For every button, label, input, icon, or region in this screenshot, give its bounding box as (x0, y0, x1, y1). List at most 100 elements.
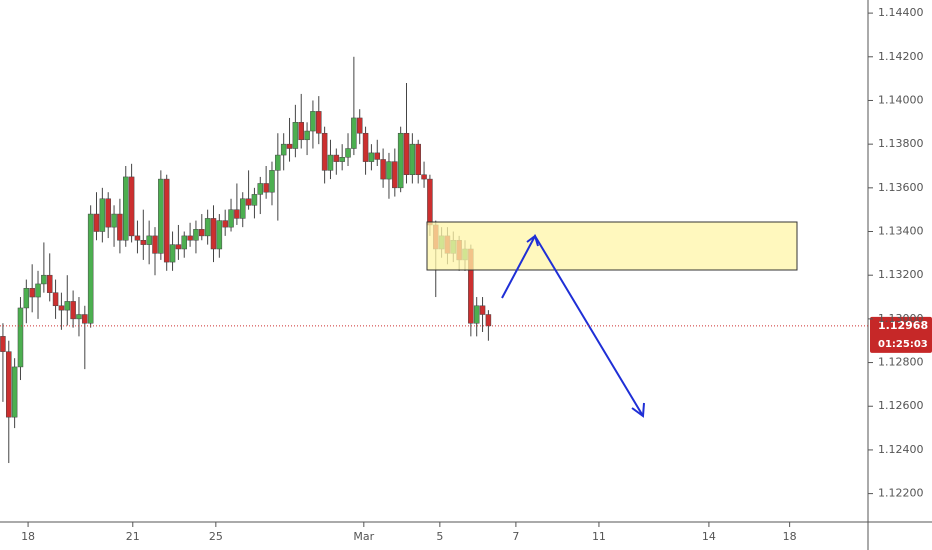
candle-body (251, 194, 258, 206)
candle-body (210, 218, 217, 250)
x-tick-label: 25 (209, 530, 223, 543)
candle-body (374, 152, 381, 160)
candle-body (99, 198, 106, 232)
candle-body (333, 154, 340, 162)
y-tick-label: 1.14200 (878, 50, 924, 63)
y-tick-label: 1.14000 (878, 93, 924, 106)
candle-body (17, 307, 24, 368)
candle-body (427, 178, 433, 226)
candle-body (327, 154, 334, 171)
candle-body (87, 213, 94, 324)
candle-body (46, 274, 53, 293)
candle-body (58, 305, 65, 311)
candle-body (485, 314, 492, 327)
candle-body (275, 154, 281, 171)
y-tick-label: 1.12400 (878, 443, 924, 456)
candle-body (128, 176, 135, 237)
y-tick-label: 1.12200 (878, 487, 924, 500)
candle-body (397, 132, 404, 189)
candle-body (187, 235, 193, 241)
candle-body (409, 143, 416, 175)
candle-body (105, 198, 111, 228)
candle-body (257, 183, 264, 195)
y-tick-label: 1.14400 (878, 6, 924, 19)
candle-body (386, 161, 392, 180)
y-tick-label: 1.13400 (878, 225, 924, 238)
candle-body (158, 178, 164, 254)
candle-body (222, 220, 228, 228)
x-tick-label: 7 (512, 530, 519, 543)
candle-body (380, 159, 386, 180)
candle-body (82, 314, 88, 324)
overlay: 1.12968 01:25:03 (0, 316, 932, 353)
x-tick-label: 18 (21, 530, 35, 543)
candle-body (473, 305, 480, 324)
candle-body (41, 274, 47, 285)
candle-body (163, 178, 170, 263)
price-label-box (870, 316, 932, 353)
y-tick-label: 1.13600 (878, 181, 924, 194)
countdown-label: 01:25:03 (878, 339, 928, 350)
candle-body (392, 161, 398, 189)
candle-body (239, 198, 246, 219)
candle-body (64, 301, 71, 311)
y-tick-label: 1.13200 (878, 268, 924, 281)
candle-body (356, 117, 363, 134)
candle-body (123, 176, 129, 241)
candle-body (245, 198, 252, 206)
candle-body (339, 157, 345, 162)
candle-body (321, 132, 328, 171)
candle-body (286, 143, 293, 149)
candle-body (52, 292, 59, 307)
candle-body (29, 288, 35, 298)
candle-body (6, 351, 12, 418)
resistance-zone (426, 221, 798, 271)
candle-body (421, 174, 427, 180)
candle-body (11, 366, 18, 418)
y-tick-label: 1.12800 (878, 356, 924, 369)
last-price-label: 1.12968 (878, 319, 928, 332)
candle-body (117, 213, 123, 241)
candle-body (280, 143, 287, 156)
candle-body (193, 229, 199, 241)
x-tick-label: Mar (353, 530, 374, 543)
candle-body (298, 122, 304, 141)
candle-body (351, 117, 357, 149)
candle-body (304, 130, 310, 141)
candle-body (345, 148, 351, 158)
candle-body (93, 213, 100, 232)
candle-body (35, 283, 41, 298)
x-tick-label: 11 (592, 530, 606, 543)
candle-body (269, 170, 275, 193)
candle-body (23, 288, 30, 309)
y-tick-label: 1.13800 (878, 137, 924, 150)
x-tick-label: 18 (783, 530, 797, 543)
candle-body (310, 111, 316, 132)
candle-body (199, 229, 205, 237)
candle-body (134, 235, 141, 241)
candle-body (479, 305, 486, 315)
candle-body (403, 132, 410, 175)
x-tick-label: 14 (702, 530, 716, 543)
candle-body (316, 111, 322, 134)
candle-body (146, 235, 152, 245)
y-tick-label: 1.13000 (878, 312, 924, 325)
candle-body (181, 235, 187, 250)
candle-body (228, 209, 234, 228)
arrow-head (526, 234, 539, 247)
candle-body (204, 218, 211, 237)
candle-body (140, 240, 147, 245)
candle-body (175, 244, 182, 250)
candle-body (0, 336, 6, 352)
candle-body (76, 314, 82, 320)
candle-body (234, 209, 240, 219)
candle-body (70, 301, 76, 320)
x-tick-label: 21 (126, 530, 140, 543)
candle-body (111, 213, 117, 228)
arrow-head (631, 402, 645, 418)
candle-body (362, 132, 369, 162)
candle-body (368, 152, 375, 162)
candle-body (169, 244, 176, 263)
